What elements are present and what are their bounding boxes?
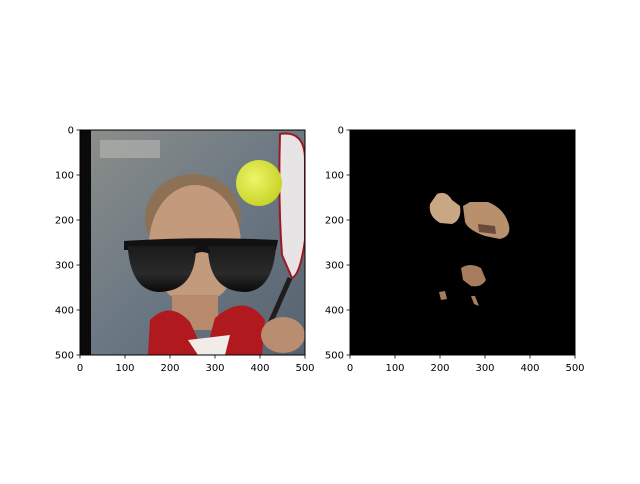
left-xtick-label: 500 <box>295 363 314 374</box>
right-ytick-label: 200 <box>325 216 344 227</box>
right-image-panel <box>350 130 575 355</box>
right-xtick-label: 400 <box>520 363 539 374</box>
right-ytick-label: 300 <box>325 261 344 272</box>
left-ytick-label: 400 <box>55 306 74 317</box>
right-xtick-label: 200 <box>430 363 449 374</box>
right-xtick-label: 0 <box>347 363 353 374</box>
photo-left-border <box>80 130 91 355</box>
mask-region-forehead-left <box>429 192 461 224</box>
sunglasses <box>124 238 278 292</box>
left-ytick-label: 0 <box>68 126 74 137</box>
mask-region-forehead-right <box>463 202 510 239</box>
right-ytick-label: 0 <box>338 126 344 137</box>
mask-region-small-2 <box>471 296 479 306</box>
hand <box>261 317 305 353</box>
right-ytick-label: 100 <box>325 171 344 182</box>
left-ytick-label: 200 <box>55 216 74 227</box>
mask-region-eye <box>478 224 496 234</box>
right-ytick-label: 400 <box>325 306 344 317</box>
right-ytick-label: 500 <box>325 351 344 362</box>
left-image-panel <box>80 130 305 355</box>
left-axes-frame <box>79 129 306 356</box>
left-xtick-label: 400 <box>250 363 269 374</box>
right-axes-frame <box>349 129 576 356</box>
left-xtick-label: 300 <box>205 363 224 374</box>
blurred-stand <box>100 140 160 158</box>
left-ytick-label: 300 <box>55 261 74 272</box>
mask-background <box>350 130 575 355</box>
sunglasses-right-lens <box>208 246 276 292</box>
left-ytick-label: 500 <box>55 351 74 362</box>
tennis-ball <box>236 160 282 206</box>
sunglasses-bridge <box>193 248 211 254</box>
sunglasses-left-lens <box>128 246 196 292</box>
mask-region-mouth <box>461 265 486 287</box>
right-xtick-label: 100 <box>385 363 404 374</box>
left-xtick-label: 200 <box>160 363 179 374</box>
racket <box>278 132 305 280</box>
left-ytick-label: 100 <box>55 171 74 182</box>
right-xtick-label: 500 <box>565 363 584 374</box>
left-xtick-label: 0 <box>77 363 83 374</box>
mask-region-small-1 <box>439 291 447 300</box>
shirt <box>188 335 230 355</box>
left-xtick-label: 100 <box>115 363 134 374</box>
right-xtick-label: 300 <box>475 363 494 374</box>
